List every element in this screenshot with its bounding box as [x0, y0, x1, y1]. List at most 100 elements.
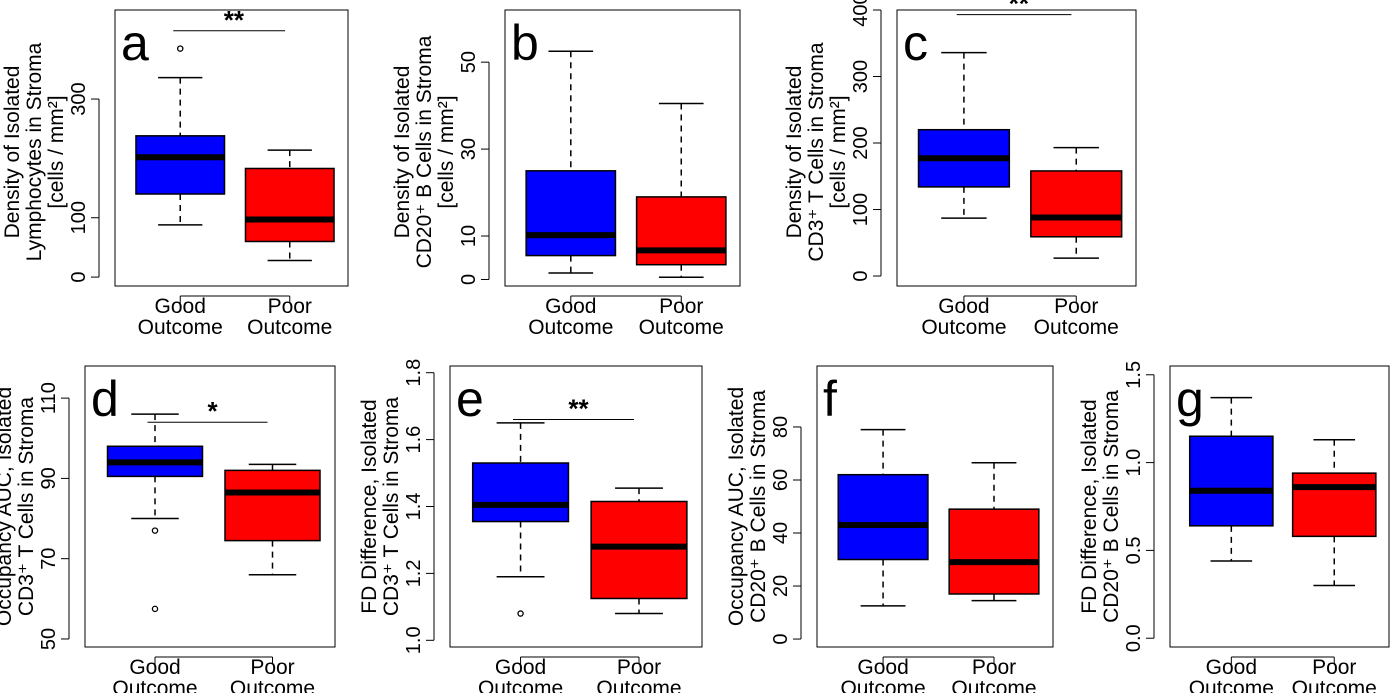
box-poor-outcome [1291, 439, 1377, 587]
outlier-point [517, 610, 524, 617]
box-poor-outcome [590, 487, 688, 615]
box-poor-outcome [244, 149, 335, 262]
x-tick-label: Outcome [596, 677, 681, 693]
y-tick-label: 10 [458, 225, 480, 247]
iqr-box [244, 167, 335, 243]
y-tick-label: 1.8 [403, 359, 425, 387]
x-tick-label: Outcome [112, 677, 197, 693]
y-tick-label: 300 [850, 60, 872, 93]
y-tick-label: 100 [850, 193, 872, 226]
y-axis-title-line: FD Difference, Isolated [1078, 399, 1101, 613]
x-tick-label: Outcome [528, 316, 613, 339]
x-tick-label: Poor [659, 295, 703, 318]
panel-c: c 0 100 200 300 400 Density of Isolated CD3⁺ T … [783, 0, 1137, 339]
box-poor-outcome [635, 102, 727, 279]
y-axis-title-line: [cells / mm²] [45, 95, 68, 208]
panel-d: d 50 70 90 110 Occupancy AUC, Isolated CD3⁺ T … [0, 365, 336, 693]
y-tick-label: 40 [770, 522, 792, 544]
y-tick-label: 90 [38, 467, 60, 489]
panel-e: e 1.0 1.2 1.4 1.6 1.8 FD Difference, Isolated C… [358, 359, 703, 693]
x-tick-label: Outcome [840, 677, 925, 693]
y-tick-label: 0.0 [1123, 624, 1145, 652]
y-tick-label: 30 [458, 138, 480, 160]
panel-a: a 0 100 300 Density of Isolated Lymphocytes i… [1, 5, 349, 339]
x-tick-label: Poor [1054, 295, 1098, 318]
panel-letter: b [511, 15, 539, 71]
box-good-outcome [471, 422, 570, 617]
y-tick-label: 0 [458, 274, 480, 285]
y-tick-label: 1.0 [1123, 449, 1145, 477]
y-axis-title-line: FD Difference, Isolated [358, 399, 381, 613]
box-good-outcome [525, 50, 617, 274]
y-tick-label: 20 [770, 575, 792, 597]
y-tick-label: 1.0 [403, 626, 425, 654]
y-tick-label: 110 [38, 382, 60, 414]
y-axis-title-line: Density of Isolated [783, 66, 806, 239]
y-tick-label: 300 [68, 82, 90, 115]
x-tick-label: Good [938, 295, 989, 318]
y-axis-title-line: Occupancy AUC, Isolated [725, 387, 748, 626]
plot-frame [816, 365, 1054, 648]
x-tick-label: Outcome [247, 316, 332, 339]
x-tick-label: Good [155, 295, 206, 318]
y-axis-title-line: Density of Isolated [1, 66, 24, 239]
box-poor-outcome [224, 463, 321, 576]
significance-label: ** [1009, 0, 1030, 19]
y-tick-label: 60 [770, 469, 792, 491]
x-tick-label: Outcome [639, 316, 724, 339]
x-tick-label: Poor [972, 656, 1016, 679]
panel-letter: a [121, 15, 149, 71]
x-tick-label: Outcome [1034, 316, 1119, 339]
y-tick-label: 70 [38, 548, 60, 570]
plot-frame [504, 9, 741, 287]
y-axis-title-line: CD3⁺ T Cells in Stroma [15, 397, 38, 617]
x-tick-label: Outcome [1189, 677, 1274, 693]
x-tick-label: Outcome [478, 677, 563, 693]
y-tick-label: 50 [458, 51, 480, 73]
outlier-point [151, 527, 159, 534]
y-axis-title-line: CD20⁺ B Cells in Stroma [413, 35, 436, 268]
outlier-point [151, 605, 159, 613]
y-tick-label: 0 [68, 272, 90, 283]
y-axis-title-line: Occupancy AUC, Isolated [0, 387, 16, 626]
box-poor-outcome [1030, 146, 1123, 259]
y-tick-label: 0.5 [1123, 537, 1145, 565]
y-tick-label: 1.5 [1123, 361, 1145, 389]
x-tick-label: Good [495, 656, 546, 679]
x-tick-label: Outcome [138, 316, 223, 339]
iqr-box [590, 500, 688, 600]
y-tick-label: 1.6 [403, 426, 425, 454]
plot-frame [114, 9, 349, 287]
y-axis-title-line: CD3⁺ T Cells in Stroma [380, 397, 403, 617]
x-tick-label: Poor [1312, 656, 1356, 679]
iqr-box [837, 473, 929, 561]
plot-frame [449, 365, 703, 648]
panel-g: g 0.0 0.5 1.0 1.5 FD Difference, Isolated CD20… [1078, 361, 1390, 693]
y-axis-title-line: Density of Isolated [391, 66, 414, 239]
panel-letter: e [456, 371, 484, 427]
iqr-box [635, 196, 727, 266]
y-tick-label: 1.2 [403, 559, 425, 587]
box-good-outcome [1188, 396, 1274, 562]
y-axis-title-line: CD3⁺ T Cells in Stroma [805, 42, 828, 262]
panel-letter: f [823, 371, 837, 427]
x-tick-label: Good [129, 656, 180, 679]
x-tick-label: Good [545, 295, 596, 318]
x-tick-label: Poor [617, 656, 661, 679]
x-tick-label: Outcome [921, 316, 1006, 339]
box-good-outcome [837, 428, 929, 607]
y-tick-label: 0 [770, 633, 792, 644]
significance-label: ** [224, 5, 245, 35]
significance-label: ** [568, 394, 589, 424]
iqr-box [1030, 170, 1123, 238]
x-tick-label: Good [857, 656, 908, 679]
y-tick-label: 1.4 [403, 493, 425, 521]
y-axis-title-line: CD20⁺ B Cells in Stroma [1100, 390, 1123, 623]
y-axis-title-line: [cells / mm²] [435, 95, 458, 208]
panel-letter: c [903, 15, 928, 71]
iqr-box [1291, 472, 1377, 538]
outlier-point [176, 45, 184, 52]
panel-f: f 0 20 40 60 80 Occupancy AUC, Isolated CD20⁺ B… [725, 365, 1054, 693]
box-good-outcome [106, 413, 204, 613]
